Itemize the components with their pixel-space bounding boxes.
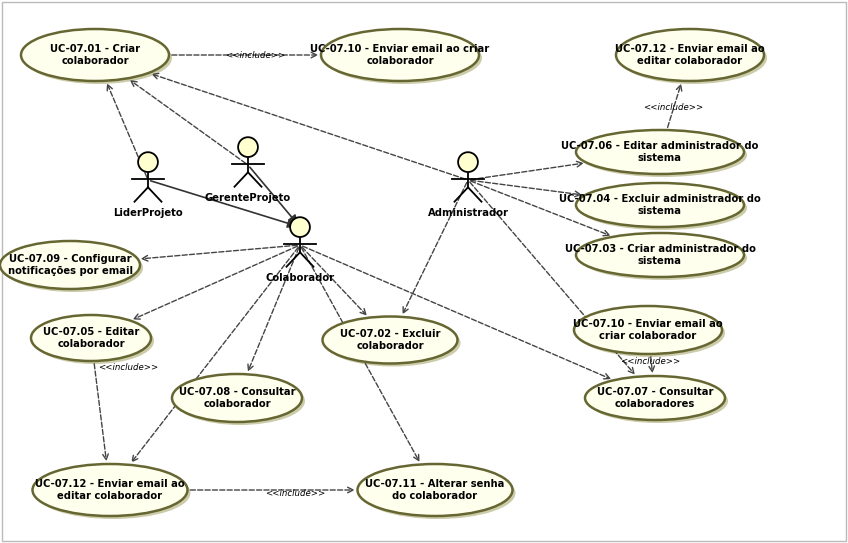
Ellipse shape: [576, 183, 744, 227]
Text: UC-07.10 - Enviar email ao criar
colaborador: UC-07.10 - Enviar email ao criar colabor…: [310, 44, 489, 66]
Text: UC-07.07 - Consultar
colaboradores: UC-07.07 - Consultar colaboradores: [597, 387, 713, 409]
Ellipse shape: [576, 130, 744, 174]
Text: <<include>>: <<include>>: [265, 489, 325, 498]
Text: <<include>>: <<include>>: [620, 357, 680, 367]
Ellipse shape: [576, 233, 744, 277]
Ellipse shape: [360, 467, 516, 519]
Ellipse shape: [579, 236, 747, 280]
Text: UC-07.08 - Consultar
colaborador: UC-07.08 - Consultar colaborador: [179, 387, 295, 409]
Ellipse shape: [585, 376, 725, 420]
Ellipse shape: [175, 377, 305, 425]
Ellipse shape: [36, 467, 191, 519]
Circle shape: [458, 152, 478, 172]
Text: UC-07.03 - Criar administrador do
sistema: UC-07.03 - Criar administrador do sistem…: [565, 244, 756, 266]
Ellipse shape: [172, 374, 302, 422]
Circle shape: [238, 137, 258, 157]
Text: <<include>>: <<include>>: [225, 50, 285, 60]
Circle shape: [138, 152, 158, 172]
Text: <<include>>: <<include>>: [643, 104, 703, 112]
Ellipse shape: [616, 29, 764, 81]
Ellipse shape: [358, 464, 512, 516]
Ellipse shape: [21, 29, 169, 81]
Ellipse shape: [588, 379, 728, 423]
Text: UC-07.05 - Editar
colaborador: UC-07.05 - Editar colaborador: [42, 327, 139, 349]
Ellipse shape: [574, 306, 722, 354]
Ellipse shape: [32, 464, 187, 516]
Text: LiderProjeto: LiderProjeto: [113, 208, 183, 218]
Text: GerenteProjeto: GerenteProjeto: [205, 193, 291, 203]
Ellipse shape: [324, 32, 482, 84]
Ellipse shape: [321, 29, 479, 81]
Text: UC-07.12 - Enviar email ao
editar colaborador: UC-07.12 - Enviar email ao editar colabo…: [35, 479, 185, 501]
Ellipse shape: [326, 319, 460, 367]
Ellipse shape: [24, 32, 172, 84]
Text: Administrador: Administrador: [427, 208, 509, 218]
Ellipse shape: [31, 315, 151, 361]
Text: UC-07.04 - Excluir administrador do
sistema: UC-07.04 - Excluir administrador do sist…: [559, 194, 761, 216]
Text: UC-07.10 - Enviar email ao
criar colaborador: UC-07.10 - Enviar email ao criar colabor…: [573, 319, 722, 341]
Ellipse shape: [3, 244, 143, 292]
Text: UC-07.06 - Editar administrador do
sistema: UC-07.06 - Editar administrador do siste…: [561, 141, 759, 163]
Text: Colaborador: Colaborador: [265, 273, 335, 283]
Ellipse shape: [579, 133, 747, 177]
Text: UC-07.02 - Excluir
colaborador: UC-07.02 - Excluir colaborador: [340, 329, 440, 351]
Ellipse shape: [619, 32, 767, 84]
Text: <<include>>: <<include>>: [98, 363, 158, 372]
Ellipse shape: [579, 186, 747, 230]
Ellipse shape: [34, 318, 154, 364]
Text: UC-07.12 - Enviar email ao
editar colaborador: UC-07.12 - Enviar email ao editar colabo…: [615, 44, 765, 66]
Text: UC-07.11 - Alterar senha
do colaborador: UC-07.11 - Alterar senha do colaborador: [365, 479, 505, 501]
Text: UC-07.01 - Criar
colaborador: UC-07.01 - Criar colaborador: [50, 44, 140, 66]
Ellipse shape: [577, 309, 725, 357]
Ellipse shape: [322, 317, 458, 363]
Circle shape: [290, 217, 310, 237]
Text: UC-07.09 - Configurar
notificações por email: UC-07.09 - Configurar notificações por e…: [8, 254, 132, 276]
Ellipse shape: [0, 241, 140, 289]
